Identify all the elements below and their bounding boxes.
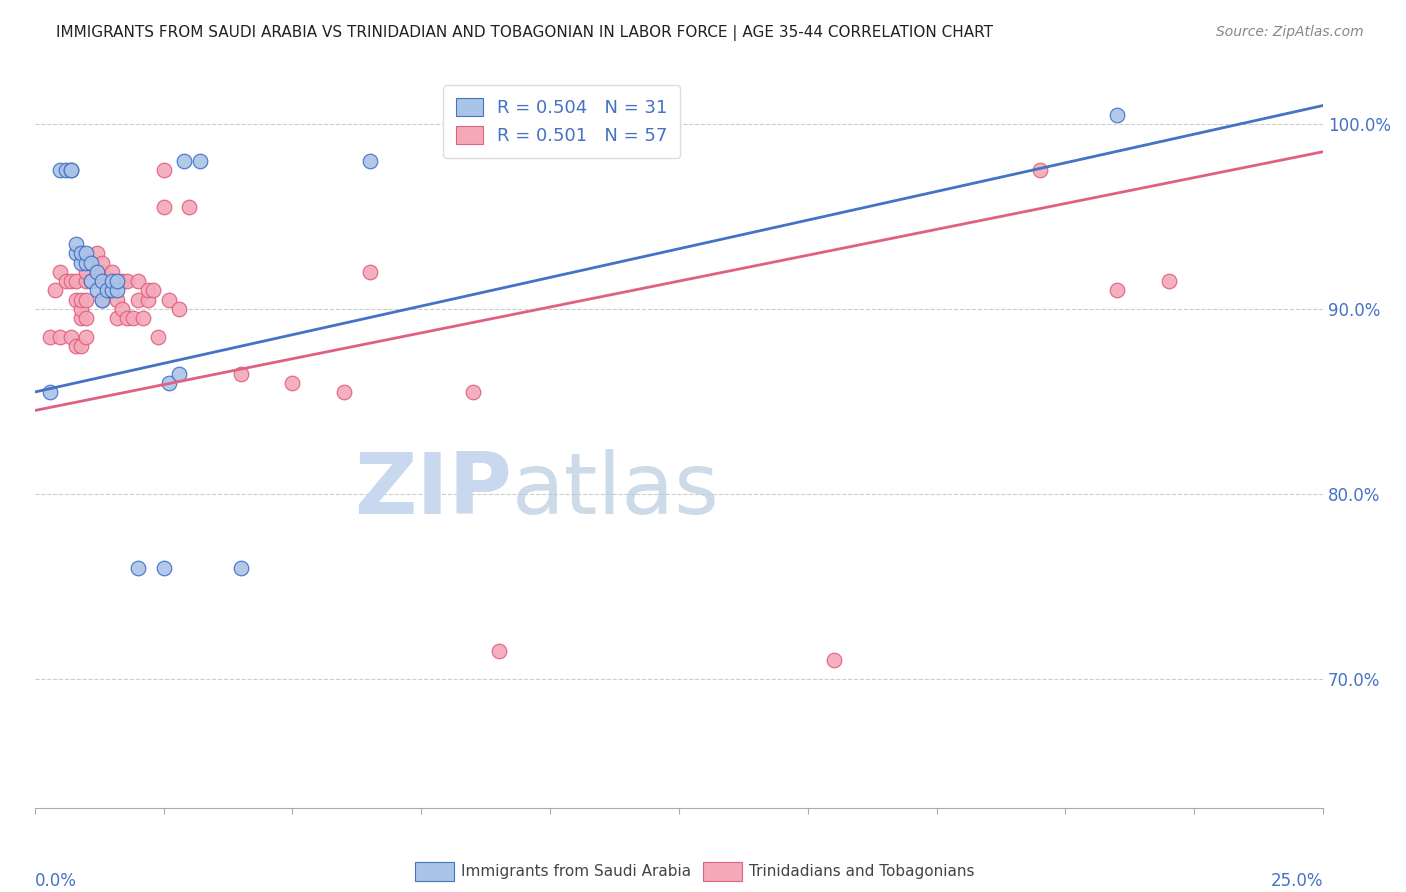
- Point: [167, 301, 190, 316]
- Point: [90, 293, 112, 307]
- Point: [65, 339, 87, 353]
- Text: 25.0%: 25.0%: [1271, 871, 1323, 889]
- Legend: R = 0.504   N = 31, R = 0.501   N = 57: R = 0.504 N = 31, R = 0.501 N = 57: [443, 85, 681, 158]
- Point: [86, 265, 108, 279]
- Point: [80, 274, 103, 288]
- Point: [55, 274, 77, 288]
- Point: [1105, 284, 1128, 298]
- Point: [1105, 108, 1128, 122]
- Point: [86, 265, 108, 279]
- Text: Immigrants from Saudi Arabia: Immigrants from Saudi Arabia: [461, 864, 692, 879]
- Point: [65, 237, 87, 252]
- Point: [49, 329, 72, 343]
- Point: [117, 274, 139, 288]
- Point: [65, 293, 87, 307]
- Point: [101, 265, 124, 279]
- Point: [90, 265, 112, 279]
- Point: [90, 255, 112, 269]
- Point: [157, 376, 180, 390]
- Point: [49, 163, 72, 178]
- Point: [101, 284, 124, 298]
- Point: [229, 560, 252, 574]
- Point: [1157, 274, 1180, 288]
- Text: 0.0%: 0.0%: [35, 871, 76, 889]
- Point: [132, 311, 155, 326]
- Point: [59, 163, 82, 178]
- Point: [105, 274, 128, 288]
- Point: [75, 255, 97, 269]
- Point: [49, 265, 72, 279]
- Point: [127, 560, 149, 574]
- Point: [80, 274, 103, 288]
- Point: [173, 153, 195, 168]
- Point: [75, 246, 97, 260]
- Point: [70, 339, 93, 353]
- Point: [148, 329, 170, 343]
- Point: [59, 329, 82, 343]
- Text: Trinidadians and Tobagonians: Trinidadians and Tobagonians: [749, 864, 974, 879]
- Text: IMMIGRANTS FROM SAUDI ARABIA VS TRINIDADIAN AND TOBAGONIAN IN LABOR FORCE | AGE : IMMIGRANTS FROM SAUDI ARABIA VS TRINIDAD…: [56, 25, 993, 41]
- Point: [96, 284, 118, 298]
- Point: [359, 153, 381, 168]
- Point: [152, 163, 174, 178]
- Point: [39, 329, 62, 343]
- Point: [59, 274, 82, 288]
- Point: [136, 284, 159, 298]
- Point: [823, 653, 845, 667]
- Point: [105, 311, 128, 326]
- Point: [86, 284, 108, 298]
- Point: [55, 163, 77, 178]
- Point: [70, 311, 93, 326]
- Point: [229, 367, 252, 381]
- Point: [75, 311, 97, 326]
- Point: [281, 376, 304, 390]
- Point: [90, 274, 112, 288]
- Point: [127, 293, 149, 307]
- Point: [136, 293, 159, 307]
- Point: [101, 274, 124, 288]
- Point: [65, 246, 87, 260]
- Point: [70, 301, 93, 316]
- Point: [142, 284, 165, 298]
- Point: [461, 385, 484, 400]
- Point: [188, 153, 211, 168]
- Point: [111, 274, 134, 288]
- Point: [90, 274, 112, 288]
- Point: [86, 246, 108, 260]
- Point: [70, 255, 93, 269]
- Point: [105, 284, 128, 298]
- Point: [44, 284, 66, 298]
- Point: [75, 274, 97, 288]
- Point: [90, 293, 112, 307]
- Point: [75, 293, 97, 307]
- Point: [127, 274, 149, 288]
- Point: [117, 311, 139, 326]
- Point: [111, 301, 134, 316]
- Point: [179, 200, 201, 214]
- Point: [80, 255, 103, 269]
- Text: atlas: atlas: [512, 449, 720, 532]
- Point: [121, 311, 143, 326]
- Text: ZIP: ZIP: [354, 449, 512, 532]
- Point: [101, 274, 124, 288]
- Point: [333, 385, 356, 400]
- Point: [70, 293, 93, 307]
- Point: [65, 274, 87, 288]
- Point: [1028, 163, 1050, 178]
- Point: [167, 367, 190, 381]
- Point: [75, 265, 97, 279]
- Point: [152, 560, 174, 574]
- Point: [359, 265, 381, 279]
- Text: Source: ZipAtlas.com: Source: ZipAtlas.com: [1216, 25, 1364, 39]
- Point: [70, 246, 93, 260]
- Point: [39, 385, 62, 400]
- Point: [488, 644, 510, 658]
- Point: [152, 200, 174, 214]
- Point: [59, 163, 82, 178]
- Point: [105, 293, 128, 307]
- Point: [75, 329, 97, 343]
- Point: [157, 293, 180, 307]
